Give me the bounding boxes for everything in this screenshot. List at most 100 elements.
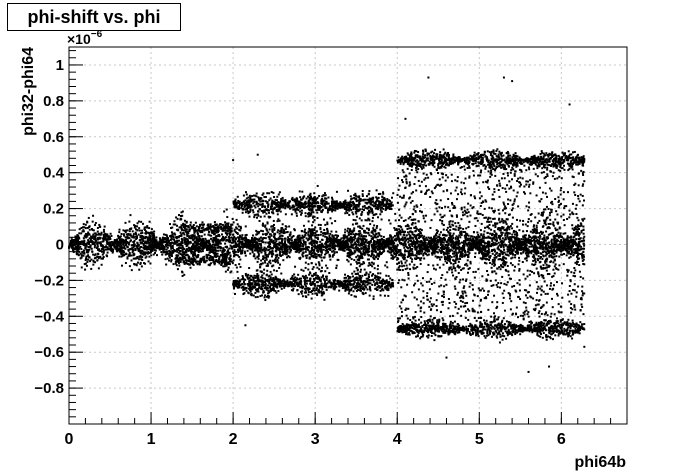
data-point (148, 244, 151, 247)
data-point (302, 243, 305, 246)
data-point (494, 263, 497, 266)
data-point (224, 236, 227, 239)
data-point (211, 231, 214, 234)
data-point (475, 246, 478, 249)
data-point (98, 256, 101, 259)
data-point (257, 255, 260, 258)
data-point (476, 240, 479, 243)
data-point (106, 233, 109, 236)
data-point (422, 236, 425, 239)
data-point (487, 245, 490, 248)
data-point (132, 257, 135, 260)
data-point (307, 263, 310, 266)
data-point (574, 248, 577, 251)
data-point (181, 246, 184, 249)
data-point (420, 229, 423, 232)
data-point (566, 235, 569, 238)
data-point (118, 228, 121, 231)
data-point (358, 233, 361, 236)
data-point (576, 228, 579, 231)
data-point (236, 243, 239, 246)
data-point (197, 234, 200, 237)
data-point (411, 243, 414, 246)
data-point (346, 252, 349, 255)
data-point (172, 242, 175, 245)
data-point (82, 223, 85, 226)
data-point (404, 219, 407, 222)
data-point (426, 246, 429, 249)
data-point (540, 232, 543, 235)
data-point (251, 251, 254, 254)
data-point (544, 261, 547, 264)
data-point (81, 230, 84, 233)
data-point (118, 250, 121, 253)
data-point (172, 263, 175, 266)
data-point (259, 236, 262, 239)
data-point (481, 246, 484, 249)
data-point (149, 251, 152, 254)
data-point (162, 241, 165, 244)
data-point (308, 252, 311, 255)
data-point (137, 243, 140, 246)
data-point (289, 249, 292, 252)
data-point (202, 247, 205, 250)
data-point (319, 233, 322, 236)
data-point (217, 249, 220, 252)
data-point (571, 245, 574, 248)
data-point (569, 255, 572, 258)
data-point (278, 232, 281, 235)
data-point (358, 261, 361, 264)
data-point (411, 237, 414, 240)
data-point (409, 216, 412, 219)
data-point (583, 247, 586, 250)
data-point (313, 248, 316, 251)
data-point (96, 248, 99, 251)
data-point (445, 252, 448, 255)
data-point (350, 243, 353, 246)
data-point (211, 243, 214, 246)
data-point (462, 240, 465, 243)
data-point (176, 239, 179, 242)
data-point (221, 249, 224, 252)
data-point (546, 266, 549, 269)
data-point (322, 248, 325, 251)
data-point (418, 245, 421, 248)
data-point (406, 255, 409, 258)
data-point (256, 243, 259, 246)
data-point (100, 248, 103, 251)
data-point (219, 249, 222, 252)
data-point (514, 253, 517, 256)
data-point (224, 270, 227, 273)
data-point (492, 210, 495, 213)
data-point (361, 247, 364, 250)
data-point (285, 253, 288, 256)
data-point (397, 266, 400, 269)
data-point (102, 251, 105, 254)
data-point (271, 230, 274, 233)
data-point (171, 246, 174, 249)
data-point (558, 255, 561, 258)
data-point (305, 232, 308, 235)
data-point (466, 254, 469, 257)
data-point (461, 254, 464, 257)
data-point (257, 253, 260, 256)
data-point (222, 247, 225, 250)
data-point (310, 230, 313, 233)
data-point (123, 234, 126, 237)
data-point (276, 247, 279, 250)
data-point (326, 248, 329, 251)
data-point (120, 251, 123, 254)
data-point (224, 252, 227, 255)
data-point (383, 241, 386, 244)
data-point (516, 234, 519, 237)
data-point (147, 246, 150, 249)
data-point (185, 245, 188, 248)
data-point (357, 240, 360, 243)
data-point (322, 234, 325, 237)
data-point (457, 242, 460, 245)
data-point (430, 238, 433, 241)
data-point (533, 259, 536, 262)
data-point (452, 224, 455, 227)
data-point (359, 263, 362, 266)
data-point (459, 247, 462, 250)
